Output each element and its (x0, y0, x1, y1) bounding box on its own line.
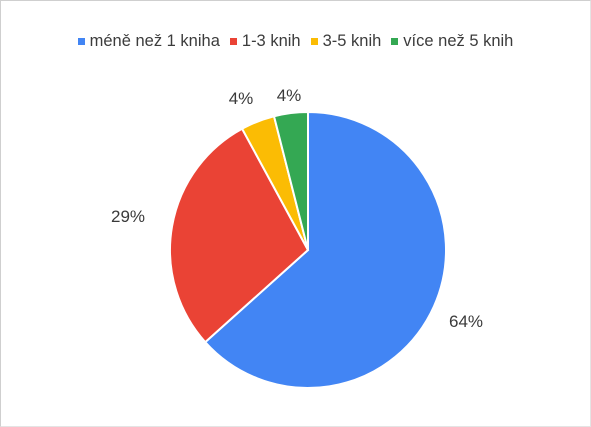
slice-value-label: 29% (111, 207, 145, 226)
slice-value-label: 64% (449, 312, 483, 331)
legend-swatch (229, 38, 237, 45)
legend-label: 1-3 knih (241, 32, 301, 50)
legend-label: méně než 1 kniha (89, 32, 220, 50)
legend-item-1-3-knih[interactable]: 1-3 knih (229, 32, 301, 51)
slice-value-label: 4% (277, 86, 302, 105)
legend-swatch (391, 38, 399, 45)
legend-swatch (310, 38, 318, 45)
legend-item-3-5-knih[interactable]: 3-5 knih (310, 32, 382, 51)
pie-slice-1[interactable] (169, 127, 310, 344)
legend-item-vice-nez-5-knih[interactable]: více než 5 knih (391, 32, 513, 51)
chart-legend: méně než 1 kniha 1-3 knih 3-5 knih více … (0, 32, 591, 51)
pie-slice-0[interactable] (203, 110, 447, 389)
legend-swatch (77, 38, 85, 45)
slice-value-label: 4% (229, 89, 254, 108)
legend-label: více než 5 knih (403, 32, 514, 50)
pie-slice-3[interactable] (272, 110, 309, 251)
legend-label: 3-5 knih (322, 32, 382, 50)
legend-item-mene-nez-1-kniha[interactable]: méně než 1 kniha (77, 32, 220, 51)
